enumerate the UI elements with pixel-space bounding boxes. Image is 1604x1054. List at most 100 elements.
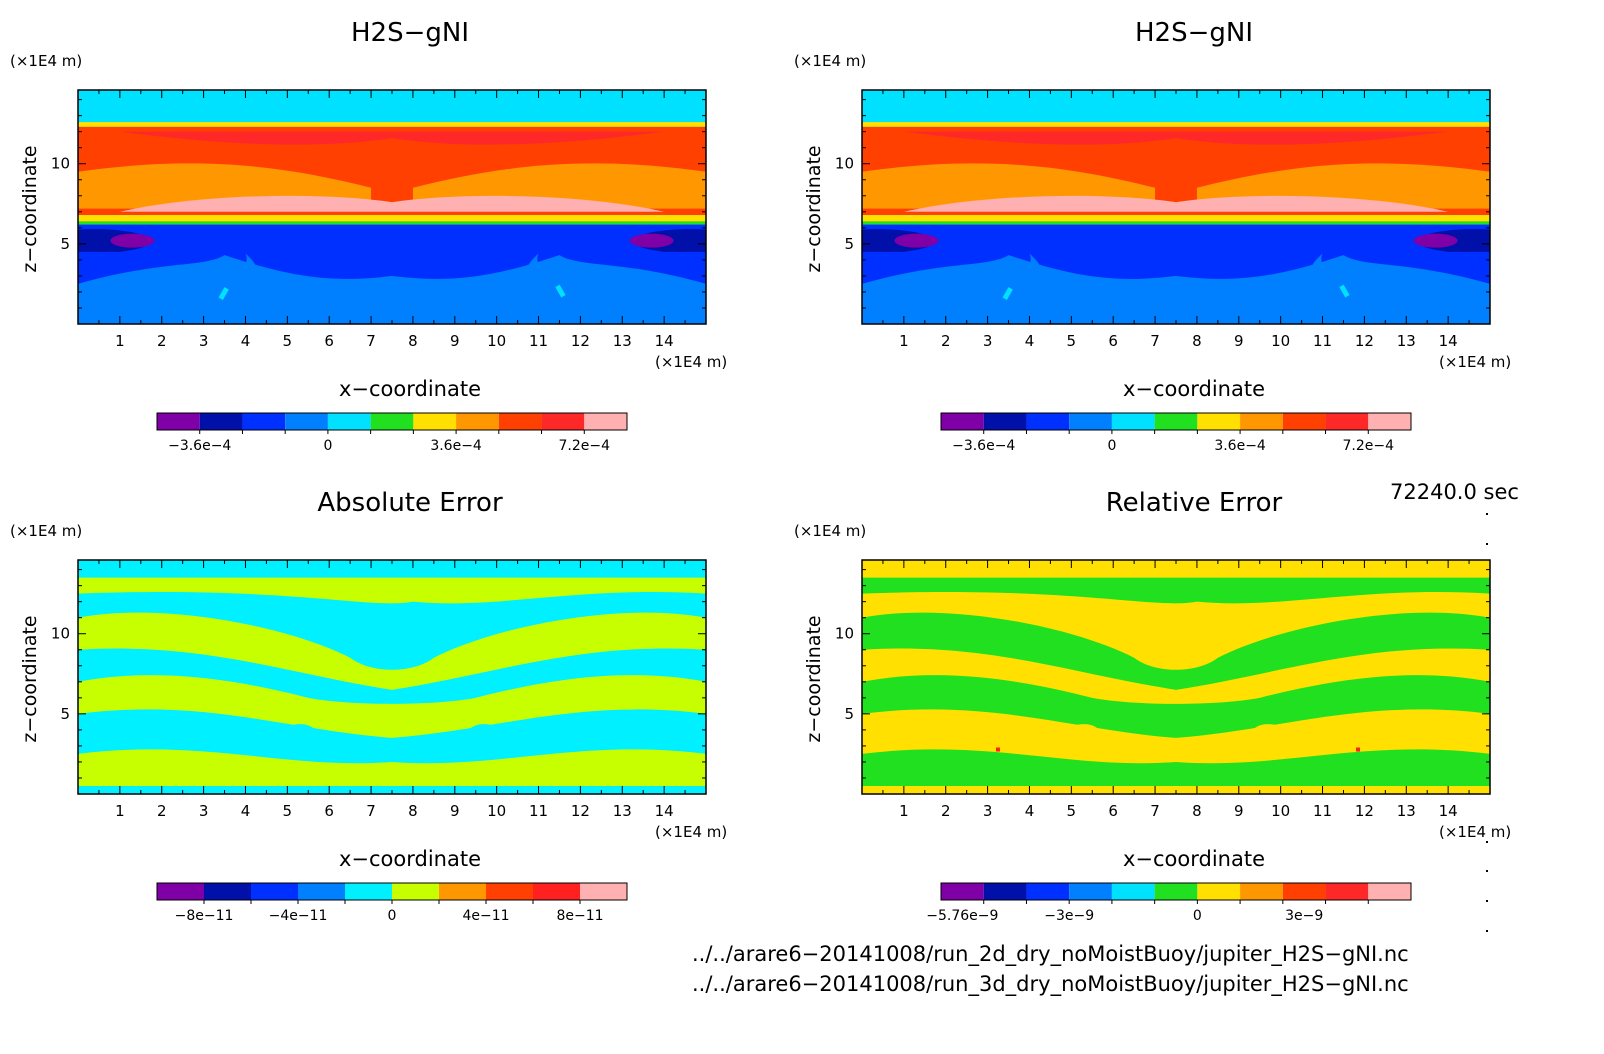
cyan-streak-right [1339, 284, 1350, 298]
x-tick-label: 9 [1234, 802, 1244, 820]
error-band-top [862, 577, 1490, 604]
colorbar-label: −3e−9 [1044, 908, 1094, 924]
colorbar: −3.6e−4 0 3.6e−4 7.2e−4 [156, 412, 628, 454]
colorbar-label: 3e−9 [1285, 908, 1323, 924]
x-tick-label: 3 [199, 332, 209, 350]
x-tick-label: 12 [1355, 802, 1374, 820]
x-tick-label: 13 [1397, 802, 1416, 820]
colorbar-segment [327, 413, 371, 430]
x-tick-label: 10 [1271, 802, 1290, 820]
panel-top-right: H2S−gNI (×1E4 m) z−coordinate (×1E4 m) x… [784, 0, 1564, 470]
colorbar-segment [541, 413, 585, 430]
x-unit-label: (×1E4 m) [655, 823, 728, 841]
x-axis-label: x−coordinate [1122, 377, 1266, 401]
separator-dot [1486, 930, 1488, 932]
lower-boundary-green [78, 221, 706, 225]
colorbar-segment [580, 883, 627, 900]
z-tick-label: 5 [60, 235, 70, 253]
x-tick-label: 4 [241, 332, 251, 350]
colorbar-segment [1154, 883, 1198, 900]
colorbar-segment [498, 413, 542, 430]
colorbar: −8e−11 −4e−11 0 4e−11 8e−11 [156, 882, 628, 924]
cyan-streak-left [1002, 287, 1013, 301]
z-unit-label: (×1E4 m) [794, 522, 867, 540]
x-tick-label: 13 [1397, 332, 1416, 350]
colorbar-segment [1368, 413, 1411, 430]
red-speck-right [1356, 747, 1361, 752]
colorbar-segment [1111, 883, 1155, 900]
x-axis-label: x−coordinate [1122, 847, 1266, 871]
x-tick-label: 6 [1108, 802, 1118, 820]
z-unit-label: (×1E4 m) [794, 52, 867, 70]
colorbar-segment [251, 883, 298, 900]
colorbar-segment [392, 883, 439, 900]
x-tick-label: 8 [1192, 802, 1202, 820]
x-tick-label: 4 [1025, 802, 1035, 820]
x-tick-label: 12 [1355, 332, 1374, 350]
colorbar-label: 4e−11 [462, 908, 509, 924]
panel-bottom-right: Relative Error (×1E4 m) z−coordinate (×1… [784, 470, 1564, 940]
x-unit-label: (×1E4 m) [1439, 353, 1512, 371]
lower-boundary-green [862, 221, 1490, 225]
panel-title: H2S−gNI [1134, 18, 1253, 48]
purple-blob-left [110, 233, 155, 248]
purple-blob-right [629, 233, 674, 248]
colorbar-segment [456, 413, 499, 430]
x-tick-label: 10 [487, 332, 506, 350]
colorbar-segment [533, 883, 580, 900]
x-unit-label: (×1E4 m) [655, 353, 728, 371]
colorbar-segment [1069, 883, 1112, 900]
x-tick-label: 5 [283, 802, 293, 820]
plume-left [1007, 253, 1068, 324]
error-band-upper [862, 612, 1490, 690]
x-tick-label: 5 [1067, 332, 1077, 350]
plume-left [223, 253, 284, 324]
field-layer [78, 560, 706, 794]
colorbar-segment [584, 413, 627, 430]
colorbar-segment [1197, 883, 1241, 900]
x-tick-label: 9 [1234, 332, 1244, 350]
colorbar-segment [242, 413, 286, 430]
x-tick-label: 12 [571, 332, 590, 350]
separator-dot [1486, 513, 1488, 515]
colorbar-label: −5.76e−9 [926, 908, 998, 924]
colorbar-label: 3.6e−4 [430, 438, 482, 454]
error-center-island [370, 624, 414, 653]
x-tick-label: 11 [529, 802, 548, 820]
x-tick-label: 8 [408, 332, 418, 350]
z-tick-label: 10 [51, 625, 70, 643]
x-axis-label: x−coordinate [338, 847, 482, 871]
error-loop-right [468, 724, 501, 743]
x-tick-label: 11 [1313, 802, 1332, 820]
x-tick-label: 6 [324, 332, 334, 350]
colorbar-segment [1197, 413, 1241, 430]
colorbar-segment [1282, 413, 1326, 430]
x-tick-label: 9 [450, 802, 460, 820]
colorbar-segment [204, 883, 251, 900]
x-tick-label: 11 [1313, 332, 1332, 350]
colorbar-segment [1026, 883, 1070, 900]
colorbar-label: 0 [1193, 908, 1202, 924]
x-tick-label: 9 [450, 332, 460, 350]
lower-boundary-band [862, 215, 1490, 222]
time-label: 72240.0 sec [1390, 480, 1519, 504]
cyan-streak-left [218, 287, 229, 301]
x-tick-label: 3 [983, 802, 993, 820]
colorbar-segment [1325, 883, 1369, 900]
x-tick-label: 3 [199, 802, 209, 820]
x-tick-label: 8 [1192, 332, 1202, 350]
colorbar-frame [156, 412, 628, 431]
x-tick-label: 2 [157, 802, 167, 820]
colorbar-segment [157, 413, 200, 430]
z-tick-label: 5 [844, 705, 854, 723]
cyan-streak-right [555, 284, 566, 298]
colorbar-label: −3.6e−4 [168, 438, 231, 454]
blue-mid-region [78, 224, 706, 284]
colorbar: −5.76e−9 −3e−9 0 3e−9 [926, 882, 1412, 924]
separator-dot [1486, 900, 1488, 902]
pink-lower-patch [903, 195, 1449, 212]
x-tick-label: 13 [613, 802, 632, 820]
